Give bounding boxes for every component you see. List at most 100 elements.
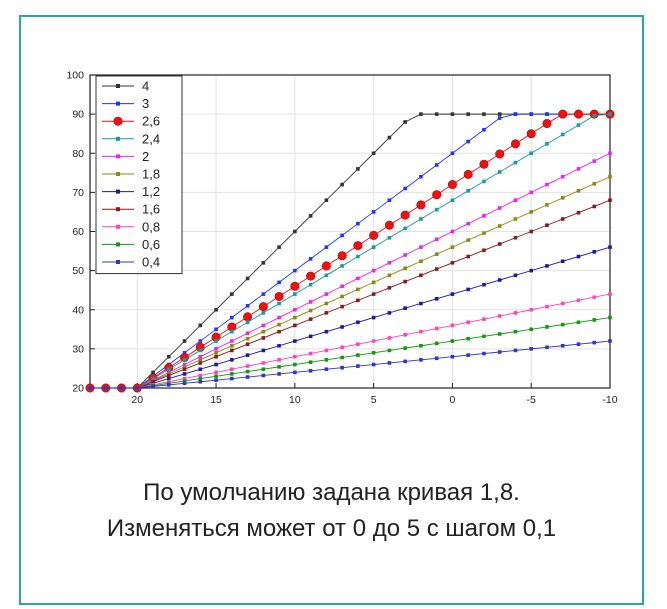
data-point — [324, 301, 329, 306]
data-point — [245, 375, 250, 379]
data-point — [182, 379, 187, 383]
data-point — [482, 248, 486, 253]
legend-label: 2,4 — [142, 131, 160, 146]
data-point — [261, 329, 266, 334]
data-point — [356, 364, 360, 368]
data-point — [308, 257, 313, 261]
data-point — [214, 362, 218, 367]
data-point — [450, 198, 455, 202]
legend-marker — [116, 136, 120, 141]
data-point — [513, 198, 518, 202]
data-point — [434, 112, 439, 116]
data-point — [135, 386, 140, 390]
legend-marker — [113, 116, 123, 126]
data-point — [419, 329, 423, 334]
data-point — [466, 238, 470, 242]
data-point — [482, 179, 486, 184]
data-point — [371, 315, 376, 320]
data-point — [293, 307, 297, 312]
data-point — [182, 381, 187, 386]
data-point — [214, 370, 218, 375]
y-tick-label: 20 — [72, 383, 84, 395]
data-point — [529, 347, 534, 351]
data-point — [245, 331, 250, 336]
data-point — [592, 181, 597, 186]
data-point — [293, 229, 297, 234]
data-point — [245, 364, 250, 368]
data-point — [466, 112, 470, 116]
data-point — [545, 345, 549, 350]
data-point — [356, 254, 360, 259]
data-point — [198, 373, 203, 378]
data-point — [277, 280, 281, 285]
data-point — [340, 182, 344, 187]
data-point — [466, 353, 470, 357]
data-point — [450, 245, 455, 249]
data-point — [510, 139, 520, 149]
data-point — [261, 311, 266, 315]
data-point — [324, 292, 329, 296]
legend-marker — [116, 101, 120, 106]
series-line — [90, 176, 611, 389]
data-point — [529, 151, 534, 156]
data-point — [592, 113, 597, 118]
data-point — [482, 282, 486, 287]
data-point — [419, 343, 423, 348]
series-line — [90, 113, 610, 389]
data-point — [403, 332, 407, 337]
legend-marker — [116, 84, 120, 88]
data-point — [277, 365, 281, 369]
data-point — [230, 292, 234, 296]
data-point — [261, 348, 266, 353]
legend-label: 4 — [142, 79, 149, 94]
data-point — [482, 112, 486, 116]
data-point — [403, 186, 407, 191]
data-point — [419, 112, 423, 116]
data-point — [432, 190, 442, 200]
data-point — [198, 323, 203, 328]
data-point — [513, 112, 518, 116]
data-point — [340, 325, 344, 329]
data-point — [371, 151, 376, 156]
data-point — [434, 356, 439, 361]
data-point — [182, 365, 187, 369]
data-point — [434, 252, 439, 256]
data-point — [356, 353, 360, 357]
data-point — [230, 358, 234, 362]
data-point — [293, 292, 297, 296]
data-point — [230, 315, 234, 320]
x-tick-label: 0 — [450, 394, 456, 406]
data-point — [608, 339, 612, 343]
data-point — [119, 386, 124, 390]
data-point — [182, 358, 187, 362]
data-point — [608, 315, 612, 320]
data-point — [608, 174, 612, 179]
data-point — [243, 312, 253, 322]
data-point — [450, 112, 455, 116]
data-point — [277, 372, 281, 376]
data-point — [371, 245, 376, 249]
data-point — [198, 354, 203, 359]
data-point — [308, 300, 313, 304]
data-point — [214, 378, 218, 382]
data-point — [387, 273, 392, 278]
caption-line-2: Изменяться может от 0 до 5 с шагом 0,1 — [106, 515, 557, 542]
data-point — [608, 112, 612, 116]
series-line — [90, 317, 611, 389]
x-tick-label: -5 — [527, 394, 536, 406]
data-point — [274, 291, 284, 301]
legend-label: 0,6 — [142, 237, 160, 252]
data-point — [340, 294, 344, 299]
data-point — [387, 348, 392, 353]
data-point — [356, 221, 360, 226]
data-point — [592, 318, 597, 322]
data-point — [245, 353, 250, 357]
data-point — [400, 210, 410, 220]
data-point — [482, 334, 486, 339]
data-point — [450, 151, 455, 156]
data-point — [403, 253, 407, 257]
data-point — [277, 322, 281, 327]
series-line — [90, 113, 611, 389]
data-point — [293, 362, 297, 367]
data-point — [576, 210, 581, 215]
